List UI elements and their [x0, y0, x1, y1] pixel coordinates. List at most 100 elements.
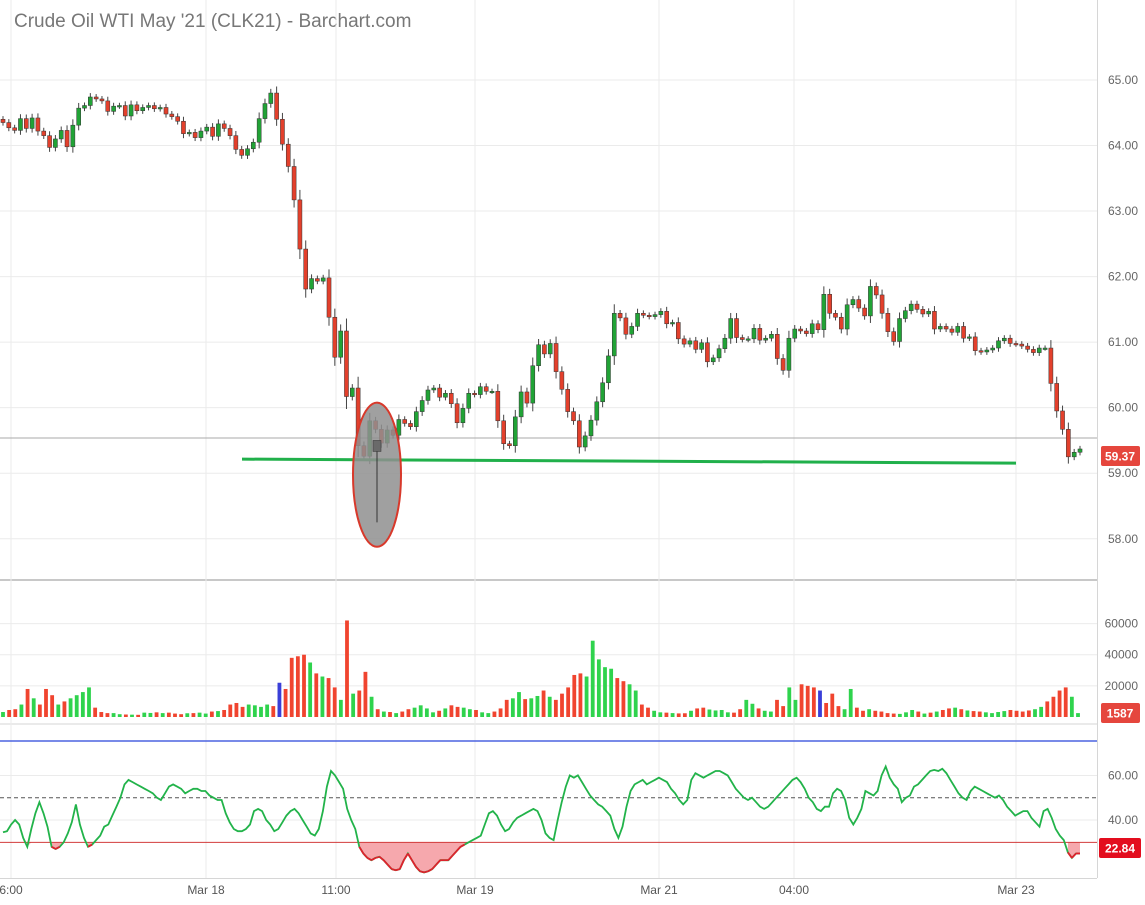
rsi-oversold-segment	[51, 845, 57, 850]
candle	[635, 313, 640, 327]
candle	[332, 316, 338, 358]
volume-bar	[805, 685, 810, 717]
volume-bar	[775, 699, 779, 717]
price-tick-label: 60.00	[1108, 401, 1138, 415]
rsi-oversold-segment	[415, 866, 421, 872]
candle	[268, 92, 274, 104]
candle	[559, 371, 565, 390]
candle	[914, 303, 920, 310]
volume-bar	[682, 713, 687, 717]
candle	[419, 400, 425, 412]
rsi-oversold-segment	[371, 857, 376, 861]
candle	[699, 342, 704, 350]
candle	[274, 92, 279, 120]
candle	[949, 328, 955, 333]
candle	[76, 107, 81, 126]
candle	[740, 337, 745, 340]
rsi-oversold-segment	[378, 856, 385, 861]
x-tick-label: 04:00	[779, 883, 809, 897]
candle	[1071, 452, 1077, 458]
candle	[879, 294, 885, 314]
rsi-oversold-segment	[87, 843, 93, 848]
volume-bar	[234, 702, 239, 717]
candle	[606, 355, 611, 384]
candle	[425, 389, 431, 401]
candle	[1002, 337, 1007, 342]
volume-bar	[486, 713, 491, 717]
candle	[1013, 343, 1019, 346]
rsi-oversold-segment	[366, 857, 372, 861]
volume-bar	[252, 705, 257, 717]
volume-bar	[246, 704, 251, 717]
price-tick-label: 65.00	[1108, 73, 1138, 87]
price-tick-label: 64.00	[1108, 138, 1138, 152]
volume-bar	[1039, 706, 1044, 717]
candle	[926, 311, 931, 315]
volume-bar	[664, 712, 669, 717]
x-tick-label: Mar 21	[640, 883, 678, 897]
volume-bar	[400, 711, 405, 717]
volume-bar	[136, 714, 141, 717]
volume-bar	[854, 707, 859, 717]
rsi-oversold-segment	[1067, 851, 1073, 859]
rsi-oversold-segment	[419, 870, 425, 874]
candle	[856, 299, 862, 309]
volume-bar	[811, 687, 816, 717]
candle	[990, 347, 995, 351]
volume-bar	[474, 709, 478, 717]
volume-bar	[228, 704, 233, 717]
candle	[478, 386, 483, 395]
volume-bar	[56, 704, 61, 717]
volume-bar	[732, 712, 736, 717]
volume-bar	[621, 681, 626, 717]
x-tick-label: 11:00	[321, 883, 350, 897]
candle	[152, 105, 157, 110]
last-price-value: 59.37	[1105, 450, 1135, 464]
volume-bar	[265, 704, 270, 717]
volume-bar	[517, 692, 521, 717]
chart-title: Crude Oil WTI May '21 (CLK21) - Barchart…	[14, 11, 412, 32]
volume-last-value: 1587	[1107, 707, 1134, 721]
volume-bar	[965, 710, 970, 717]
volume-bar	[1008, 709, 1013, 717]
candle	[891, 331, 896, 342]
volume-bar	[756, 708, 761, 717]
rsi-badge	[1099, 838, 1141, 858]
candle	[687, 340, 693, 345]
candle	[571, 411, 576, 422]
volume-bar	[1020, 711, 1025, 717]
candle	[536, 344, 541, 366]
candle	[646, 315, 652, 318]
volume-bar	[1045, 701, 1050, 717]
rsi-oversold-segment	[460, 843, 466, 848]
candle	[1007, 337, 1013, 344]
volume-bar	[154, 712, 159, 717]
candle	[804, 330, 809, 334]
volume-bar	[308, 662, 313, 717]
candle	[192, 132, 198, 138]
volume-bar	[535, 695, 540, 717]
volume-bar	[578, 673, 583, 717]
candle	[128, 104, 134, 117]
candle	[798, 328, 803, 332]
volume-bar	[62, 701, 67, 717]
volume-bar	[990, 713, 994, 717]
volume-bar	[461, 707, 466, 717]
volume-bar	[289, 657, 294, 717]
volume-bar	[738, 709, 743, 717]
volume-bar	[216, 711, 220, 717]
candle	[221, 123, 227, 129]
volume-bar	[787, 687, 792, 717]
highlight-candle	[372, 440, 382, 452]
candle	[402, 419, 407, 424]
candle	[547, 343, 553, 355]
candle	[658, 311, 664, 315]
candle	[577, 420, 582, 448]
volume-bar	[646, 707, 650, 717]
volume-bar	[443, 708, 448, 717]
rsi-oversold-fill	[27, 842, 1080, 873]
candle	[99, 98, 105, 102]
candle	[955, 326, 961, 333]
rsi-oversold-segment	[435, 859, 441, 866]
